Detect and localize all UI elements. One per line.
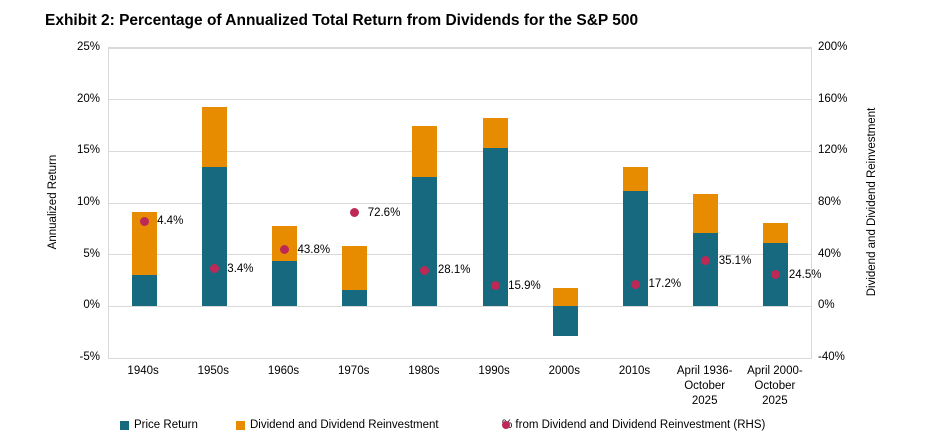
dot-pct-from-dividend (490, 281, 500, 291)
right-axis-tick-label: 80% (818, 196, 842, 208)
bar-dividend-reinvestment (552, 287, 578, 307)
dot-value-label: 15.9% (508, 279, 541, 292)
x-axis-label: 1960s (267, 365, 300, 377)
gridline (109, 99, 811, 101)
y-axis-tick-label: 10% (76, 196, 100, 208)
right-axis-tick-label: 120% (818, 144, 848, 157)
legend-label: Price Return (134, 419, 198, 431)
gridline (109, 150, 811, 152)
legend-item: Price Return (120, 418, 198, 432)
dot-value-label: 24.5% (788, 268, 822, 281)
bar-price-return (131, 275, 157, 307)
legend-label: % from Dividend and Dividend Reinvestmen… (502, 419, 766, 431)
legend-item: Dividend and Dividend Reinvestment (236, 418, 439, 432)
legend-marker-square-icon (236, 420, 245, 430)
dot-pct-from-dividend (420, 265, 430, 275)
dot-pct-from-dividend (280, 245, 289, 255)
y-axis-tick-label: 15% (76, 144, 100, 157)
x-axis-label: 1950s (197, 365, 229, 377)
bar-price-return (623, 190, 648, 307)
legend-marker-dot-icon (502, 421, 510, 429)
dot-value-label: 17.2% (648, 278, 682, 291)
dot-value-label: 35.1% (718, 254, 752, 267)
bar-dividend-reinvestment (482, 118, 508, 149)
bar-price-return (272, 260, 297, 307)
bar-dividend-reinvestment (272, 225, 297, 261)
y-axis-tick-label: 5% (83, 247, 100, 260)
bar-dividend-reinvestment (623, 166, 648, 191)
bar-price-return (412, 177, 438, 307)
dot-value-label: 4.4% (157, 215, 184, 228)
x-axis-label: 1970s (338, 365, 370, 377)
dot-pct-from-dividend (771, 270, 781, 280)
y-axis-tick-label: -5% (79, 351, 100, 363)
right-axis-tick-label: 40% (818, 247, 842, 260)
right-axis-tick-label: 0% (818, 299, 835, 312)
dot-pct-from-dividend (139, 216, 149, 226)
dot-pct-from-dividend (209, 264, 219, 274)
bar-price-return (693, 232, 719, 307)
right-axis-tick-label: 200% (818, 41, 848, 53)
legend-label: Dividend and Dividend Reinvestment (250, 419, 439, 431)
bar-dividend-reinvestment (412, 125, 438, 178)
dot-value-label: 72.6% (367, 206, 401, 219)
bar-dividend-reinvestment (693, 193, 719, 233)
bar-price-return (342, 289, 368, 307)
x-axis-label: 2010s (618, 365, 651, 377)
gridline (109, 202, 811, 204)
y-axis-tick-label: 25% (76, 41, 100, 53)
x-axis-label: April 2000- October 2025 (747, 365, 803, 407)
dot-pct-from-dividend (701, 256, 711, 266)
x-axis-label: 2000s (548, 365, 580, 377)
plot-area: 4.4% 3.4% 43.8% 72.6% 28.1% 15.9% 17.2% 35.1% 24… (108, 47, 822, 359)
dot-value-label: 3.4% (227, 262, 254, 275)
dot-pct-from-dividend (350, 208, 360, 218)
bar-dividend-reinvestment (201, 106, 227, 167)
dot-pct-from-dividend (631, 279, 640, 289)
bar-price-return (552, 306, 578, 337)
legend-marker-square-icon (120, 420, 129, 430)
right-axis-tick-label: 160% (818, 92, 848, 105)
gridline (109, 305, 811, 307)
y-axis-tick-label: 20% (76, 92, 100, 105)
x-axis-label: 1940s (127, 365, 159, 377)
dot-value-label: 43.8% (297, 243, 331, 256)
dot-value-label: 28.1% (437, 264, 471, 277)
right-axis-tick-label: -40% (818, 351, 845, 363)
gridline (109, 254, 811, 256)
x-axis-label: 1980s (408, 365, 440, 377)
x-axis-label: April 1936- October 2025 (676, 365, 733, 407)
y-axis-tick-label: 0% (83, 299, 100, 312)
chart-title: Exhibit 2: Percentage of Annualized Tota… (45, 12, 639, 29)
gridline (109, 357, 811, 359)
bar-dividend-reinvestment (763, 222, 789, 244)
bar-dividend-reinvestment (342, 246, 368, 290)
bar-price-return (482, 148, 508, 307)
bar-price-return (201, 166, 227, 307)
right-axis-title: Dividend and Dividend Reinvestment (866, 107, 878, 297)
x-axis-label: 1990s (478, 365, 510, 377)
gridline (109, 47, 811, 49)
legend-item: % from Dividend and Dividend Reinvestmen… (502, 418, 765, 432)
